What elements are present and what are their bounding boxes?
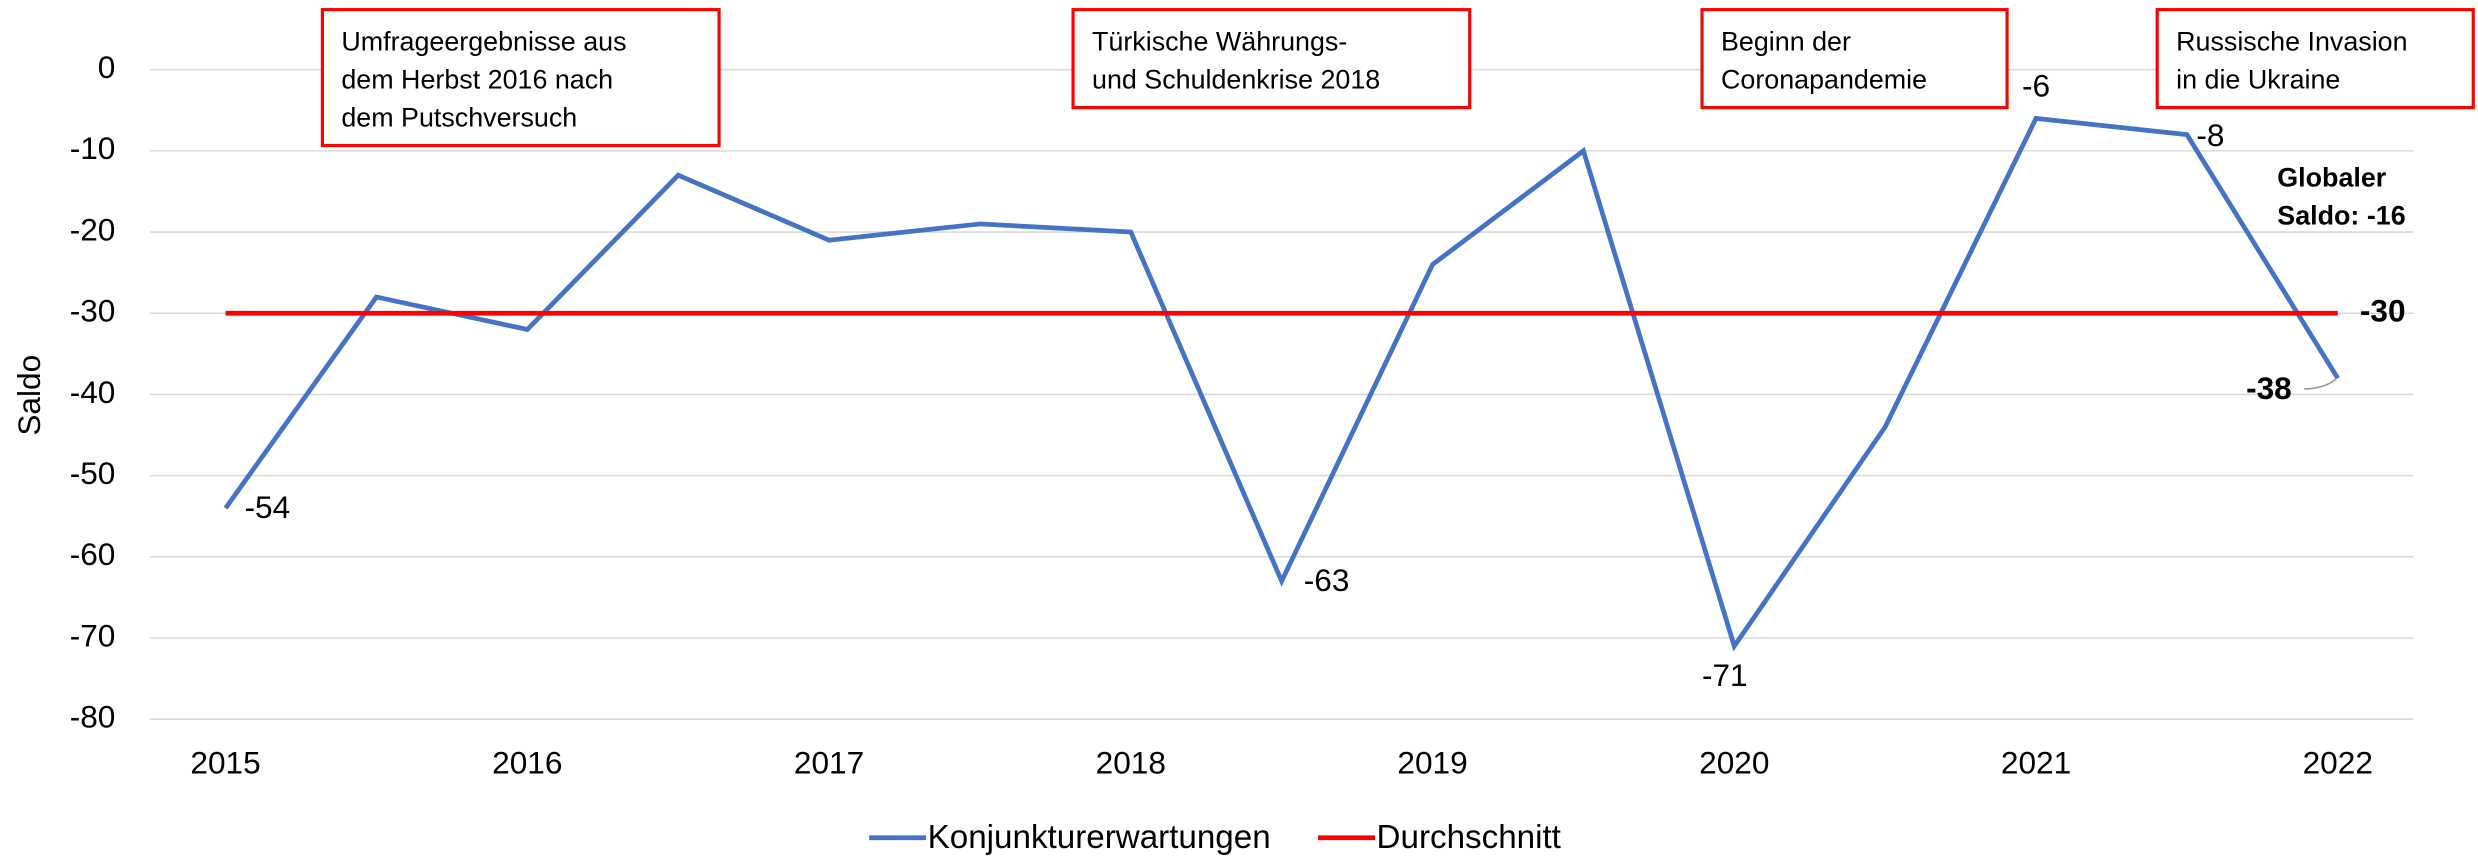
annotation-text: Umfrageergebnisse aus bbox=[341, 27, 626, 57]
annotation-text: Coronapandemie bbox=[1721, 65, 1927, 95]
annotation-text: Russische Invasion bbox=[2176, 27, 2407, 57]
legend-label: Durchschnitt bbox=[1377, 819, 1561, 856]
annotation-box bbox=[320, 8, 721, 148]
annotation-text: und Schuldenkrise 2018 bbox=[1092, 65, 1380, 95]
data-label: -38 bbox=[2246, 370, 2292, 406]
annotation-text: dem Putschversuch bbox=[341, 103, 577, 133]
annotation-text: Beginn der bbox=[1721, 27, 1851, 57]
y-tick-label: 0 bbox=[98, 49, 116, 85]
data-label: -6 bbox=[2022, 68, 2050, 104]
x-tick-label: 2016 bbox=[492, 744, 562, 780]
x-tick-label: 2020 bbox=[1699, 744, 1769, 780]
annotation-box bbox=[1071, 8, 1472, 110]
data-label: -30 bbox=[2360, 293, 2406, 329]
annotation-box bbox=[2155, 8, 2475, 110]
annotation-text: Saldo: -16 bbox=[2277, 201, 2405, 231]
legend-label: Konjunkturerwartungen bbox=[928, 819, 1271, 856]
y-tick-label: -10 bbox=[70, 130, 116, 166]
y-tick-label: -40 bbox=[70, 374, 116, 410]
y-axis-label: Saldo bbox=[11, 355, 47, 436]
line-series bbox=[223, 115, 2340, 652]
x-tick-label: 2017 bbox=[794, 744, 864, 780]
y-tick-label: -30 bbox=[70, 293, 116, 329]
data-label: -63 bbox=[1304, 562, 1350, 598]
annotation-text: in die Ukraine bbox=[2176, 65, 2340, 95]
y-tick-label: -70 bbox=[70, 617, 116, 653]
y-tick-label: -60 bbox=[70, 536, 116, 572]
y-tick-label: -20 bbox=[70, 211, 116, 247]
annotation-text: Globaler bbox=[2277, 163, 2387, 193]
data-label: -8 bbox=[2196, 117, 2224, 153]
y-tick-label: -50 bbox=[70, 455, 116, 491]
leader-line bbox=[2304, 378, 2337, 390]
annotation-text: dem Herbst 2016 nach bbox=[341, 65, 613, 95]
y-tick-label: -80 bbox=[70, 699, 116, 735]
x-tick-label: 2022 bbox=[2303, 744, 2373, 780]
annotation-text: Türkische Währungs- bbox=[1092, 27, 1347, 57]
annotation-box bbox=[1700, 8, 2009, 110]
data-label: -54 bbox=[245, 489, 291, 525]
x-tick-label: 2015 bbox=[190, 744, 260, 780]
x-tick-label: 2019 bbox=[1397, 744, 1467, 780]
x-tick-label: 2021 bbox=[2001, 744, 2071, 780]
data-label: -71 bbox=[1702, 657, 1748, 693]
x-tick-label: 2018 bbox=[1096, 744, 1166, 780]
